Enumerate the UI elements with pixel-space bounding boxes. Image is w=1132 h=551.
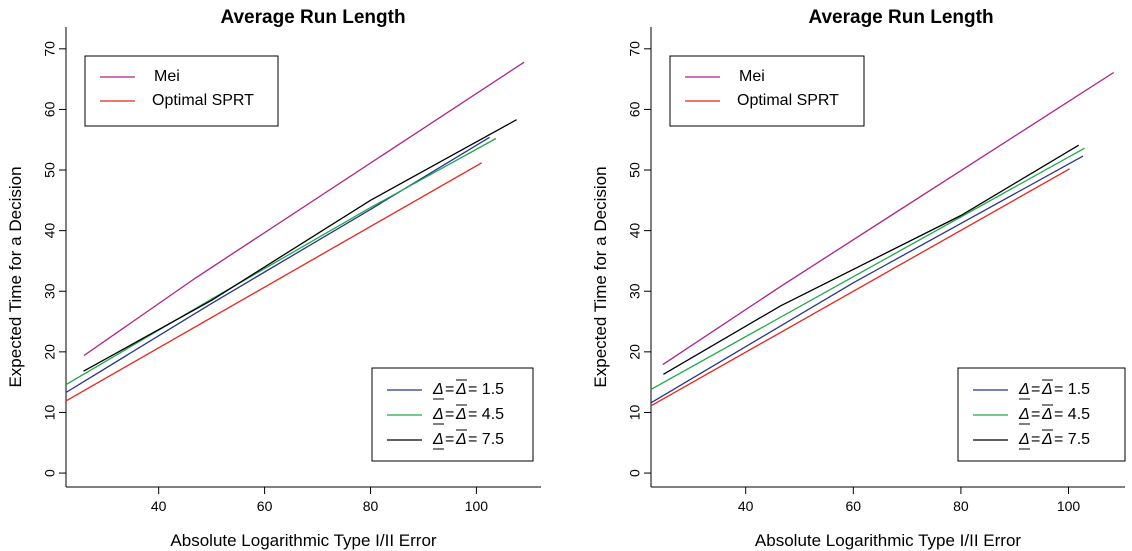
- series-line-3: [65, 136, 490, 394]
- legend-label: Mei: [154, 68, 180, 85]
- x-tick-label: 100: [1057, 498, 1081, 514]
- y-tick-label: 60: [627, 101, 643, 117]
- legend-delta-over: Δ: [1041, 406, 1053, 423]
- series-line-5: [83, 119, 517, 372]
- y-tick-label: 10: [42, 404, 58, 420]
- legend-delta-under: Δ: [432, 381, 444, 398]
- y-tick-label: 40: [42, 223, 58, 239]
- x-axis-label: Absolute Logarithmic Type I/II Error: [755, 531, 1021, 550]
- y-tick-label: 50: [42, 162, 58, 178]
- legend-equals: =: [1031, 406, 1040, 423]
- y-tick-label: 40: [627, 223, 643, 239]
- x-tick-label: 40: [151, 498, 167, 514]
- legend-delta-over: Δ: [455, 406, 467, 423]
- y-tick-label: 30: [627, 283, 643, 299]
- legend-label: Mei: [739, 68, 765, 85]
- x-tick-label: 80: [953, 498, 969, 514]
- legend-value: = 1.5: [1054, 381, 1090, 398]
- series-line-1: [83, 61, 525, 357]
- legend-label: Optimal SPRT: [152, 92, 254, 109]
- series-line-4: [650, 147, 1085, 390]
- y-tick-label: 0: [42, 469, 58, 477]
- legend-delta-over: Δ: [1041, 381, 1053, 398]
- legend-value: = 1.5: [468, 381, 504, 398]
- chart-panel-2: Average Run Length 0 10 20 30 40 50 60 70 40 60 80 1…: [591, 7, 1126, 550]
- legend-delta-under: Δ: [1018, 381, 1030, 398]
- series-line-3: [650, 155, 1084, 404]
- y-tick-label: 10: [627, 404, 643, 420]
- legend-equals: =: [445, 406, 454, 423]
- y-tick-label: 60: [42, 101, 58, 117]
- legend-delta-under: Δ: [1018, 406, 1030, 423]
- x-tick-label: 100: [465, 498, 489, 514]
- legend-delta-over: Δ: [1041, 431, 1053, 448]
- x-tick-label: 40: [738, 498, 754, 514]
- legend-delta-under: Δ: [432, 406, 444, 423]
- series-line-2: [650, 168, 1070, 407]
- legend-equals: =: [1031, 381, 1040, 398]
- x-tick-label: 80: [363, 498, 379, 514]
- series-line-2: [65, 162, 483, 402]
- y-tick-label: 50: [627, 162, 643, 178]
- series-line-5: [663, 144, 1080, 375]
- legend-bottom-box: [957, 367, 1126, 462]
- series-line-1: [662, 71, 1115, 366]
- legend-delta-under: Δ: [432, 431, 444, 448]
- y-axis-label: Expected Time for a Decision: [6, 166, 25, 387]
- x-tick-label: 60: [257, 498, 273, 514]
- legend-top-box: [84, 55, 279, 127]
- legend-equals: =: [445, 431, 454, 448]
- legend-equals: =: [1031, 431, 1040, 448]
- x-tick-label: 60: [846, 498, 862, 514]
- chart-panel-1: Average Run Length 0 10 20 30 40 50 60 70 40 60 80 1…: [6, 7, 541, 550]
- legend-bottom-box: [371, 367, 534, 462]
- x-axis-label: Absolute Logarithmic Type I/II Error: [170, 531, 436, 550]
- legend-value: = 7.5: [468, 431, 504, 448]
- y-tick-label: 0: [627, 469, 643, 477]
- legend-value: = 4.5: [468, 406, 504, 423]
- chart-title: Average Run Length: [808, 7, 993, 28]
- legend-delta-over: Δ: [455, 431, 467, 448]
- y-tick-label: 70: [627, 41, 643, 57]
- legend-delta-under: Δ: [1018, 431, 1030, 448]
- series-line-4: [65, 137, 497, 386]
- y-tick-label: 30: [42, 283, 58, 299]
- chart-title: Average Run Length: [220, 7, 405, 28]
- legend-value: = 7.5: [1054, 431, 1090, 448]
- y-tick-label: 20: [627, 344, 643, 360]
- legend-delta-over: Δ: [455, 381, 467, 398]
- legend-equals: =: [445, 381, 454, 398]
- legend-top-box: [669, 55, 865, 127]
- legend-label: Optimal SPRT: [737, 92, 839, 109]
- y-tick-label: 70: [42, 41, 58, 57]
- legend-value: = 4.5: [1054, 406, 1090, 423]
- y-axis-label: Expected Time for a Decision: [591, 166, 610, 387]
- y-tick-label: 20: [42, 344, 58, 360]
